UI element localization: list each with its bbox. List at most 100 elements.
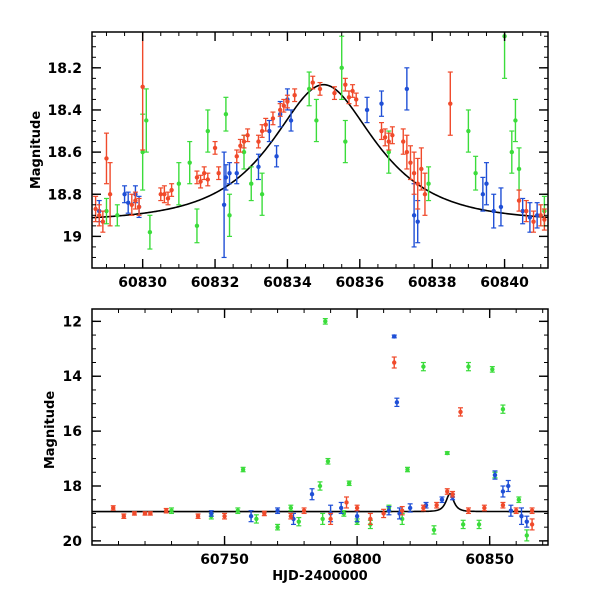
red-data-point (343, 82, 348, 87)
green-data-point (259, 192, 265, 197)
green-data-point (176, 181, 182, 186)
green-data-point (275, 524, 280, 530)
red-data-point (216, 170, 221, 176)
blue-data-point (423, 503, 429, 508)
blue-data-point (394, 400, 400, 405)
blue-data-point (209, 511, 214, 516)
blue-data-point (234, 170, 239, 176)
green-data-point (235, 508, 241, 513)
green-data-point (346, 481, 352, 486)
green-data-point (288, 505, 294, 511)
data-points (110, 318, 535, 542)
red-data-point (259, 128, 265, 134)
blue-data-point (354, 513, 360, 519)
red-data-point (500, 503, 506, 508)
red-data-point (100, 219, 106, 224)
green-data-point (339, 65, 344, 71)
y-tick-label: 18.4 (47, 103, 82, 119)
red-data-point (538, 213, 543, 218)
green-data-point (386, 149, 391, 155)
red-data-point (256, 139, 261, 144)
green-data-point (147, 229, 153, 235)
y-tick-label: 18.6 (47, 145, 82, 161)
red-data-point (346, 95, 352, 100)
blue-data-point (491, 208, 496, 214)
blue-data-point (404, 86, 410, 92)
green-data-point (241, 149, 247, 155)
green-data-point (524, 533, 529, 538)
red-data-point (277, 107, 283, 113)
green-data-point (323, 319, 328, 324)
red-data-point (317, 86, 323, 92)
green-data-point (306, 86, 312, 92)
red-data-point (415, 181, 420, 186)
red-data-point (107, 192, 113, 197)
y-tick-label: 16 (63, 424, 82, 440)
x-tick-label: 60800 (333, 552, 382, 568)
blue-data-point (498, 204, 504, 210)
red-data-point (379, 128, 384, 134)
red-data-point (121, 513, 127, 519)
red-data-point (542, 217, 547, 222)
red-data-point (422, 192, 428, 197)
red-data-point (194, 175, 200, 180)
x-tick-label: 60838 (408, 275, 457, 291)
red-data-point (133, 198, 138, 203)
red-data-point (513, 508, 519, 513)
blue-data-point (221, 202, 227, 207)
red-data-point (129, 202, 135, 207)
blue-data-point (534, 213, 540, 218)
green-data-point (516, 497, 522, 502)
red-data-point (164, 508, 169, 513)
blue-data-point (122, 192, 127, 197)
red-data-point (162, 192, 167, 197)
red-data-point (205, 177, 211, 182)
blue-data-point (415, 219, 420, 224)
blue-data-point (125, 200, 131, 205)
red-data-point (292, 93, 297, 98)
blue-data-point (508, 508, 514, 513)
red-data-point (386, 139, 391, 144)
x-tick-label: 60850 (465, 552, 514, 568)
red-data-point (419, 166, 424, 172)
green-data-point (476, 522, 482, 527)
plot-frame (91, 31, 549, 269)
red-data-point (390, 133, 395, 138)
red-data-point (281, 103, 287, 108)
red-data-point (140, 84, 145, 89)
red-data-point (381, 511, 386, 516)
red-data-point (450, 492, 455, 497)
blue-data-point (527, 215, 533, 220)
red-data-point (421, 505, 426, 511)
green-data-point (317, 483, 323, 489)
red-data-point (165, 196, 171, 201)
y-tick-label: 14 (63, 369, 83, 385)
red-data-point (288, 513, 294, 519)
y-tick-label: 18 (63, 479, 82, 495)
blue-data-point (506, 483, 511, 489)
green-data-point (227, 213, 232, 218)
green-data-point (296, 519, 301, 524)
green-data-point (516, 166, 522, 172)
x-tick-label: 60750 (200, 552, 249, 568)
x-tick-label: 60834 (263, 275, 312, 291)
blue-data-point (519, 513, 524, 519)
green-data-point (513, 118, 518, 123)
blue-data-point (484, 181, 489, 186)
green-data-point (509, 149, 515, 155)
red-data-point (529, 508, 535, 513)
red-data-point (310, 80, 315, 85)
blue-data-point (364, 107, 370, 113)
x-tick-label: 60840 (480, 275, 529, 291)
x-axis-title: HJD-2400000 (272, 569, 367, 584)
green-data-point (500, 406, 506, 412)
model-curve-line (92, 492, 548, 513)
red-data-point (332, 90, 337, 96)
red-data-point (132, 511, 137, 516)
red-data-point (344, 500, 349, 505)
red-data-point (234, 154, 239, 159)
red-data-point (434, 503, 439, 508)
y-tick-label: 12 (63, 314, 82, 330)
y-axis-title: Magnitude (29, 111, 44, 190)
